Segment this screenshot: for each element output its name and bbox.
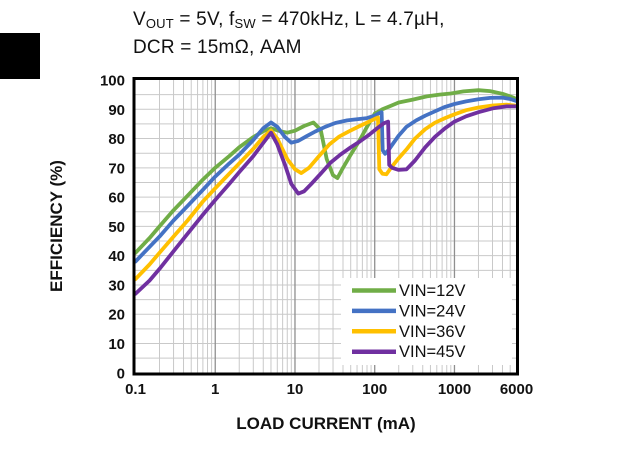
x-axis-title: LOAD CURRENT (mA) (236, 414, 415, 433)
y-axis-title: EFFICIENCY (%) (47, 160, 66, 292)
curve-vin-45v (133, 104, 519, 296)
x-tick-label: 10 (287, 381, 304, 398)
x-tick-label: 100 (362, 381, 387, 398)
title-subscript: OUT (145, 16, 174, 31)
plot-frame (132, 77, 519, 376)
chart-title-line1: VOUT = 5V, fSW = 470kHz, L = 4.7µH, (133, 6, 445, 34)
y-tick-label: 30 (108, 277, 125, 294)
y-tick-label: 70 (108, 160, 125, 177)
y-tick-label: 50 (108, 219, 125, 236)
legend-label-vin-36v: VIN=36V (399, 323, 466, 341)
y-tick-label: 100 (100, 73, 125, 90)
page-edge-marker (0, 33, 40, 79)
title-text: = 5V, f (173, 9, 235, 30)
x-tick-label: 0.1 (125, 381, 146, 398)
y-tick-label: 40 (108, 248, 125, 265)
curve-vin-12v (133, 88, 519, 255)
y-tick-label: 0 (117, 365, 125, 382)
title-text: = 470kHz, L = 4.7µH, (255, 9, 445, 30)
y-tick-label: 10 (108, 336, 125, 353)
curve-vin-24v (133, 95, 519, 264)
x-tick-label: 1 (211, 381, 219, 398)
legend-label-vin-12v: VIN=12V (399, 282, 466, 300)
y-tick-label: 20 (108, 307, 125, 324)
y-tick-label: 80 (108, 131, 125, 148)
legend-label-vin-24v: VIN=24V (399, 302, 466, 320)
y-tick-label: 60 (108, 190, 125, 207)
chart-title: VOUT = 5V, fSW = 470kHz, L = 4.7µH, DCR … (133, 6, 445, 61)
y-tick-label: 90 (108, 102, 125, 119)
curve-vin-36v (133, 102, 519, 282)
title-text: V (133, 9, 146, 30)
x-tick-label: 1000 (438, 381, 471, 398)
legend-label-vin-45v: VIN=45V (399, 343, 466, 361)
title-subscript: SW (234, 16, 256, 31)
chart-title-line2: DCR = 15mΩ, AAM (133, 37, 302, 58)
x-tick-label: 6000 (500, 381, 533, 398)
